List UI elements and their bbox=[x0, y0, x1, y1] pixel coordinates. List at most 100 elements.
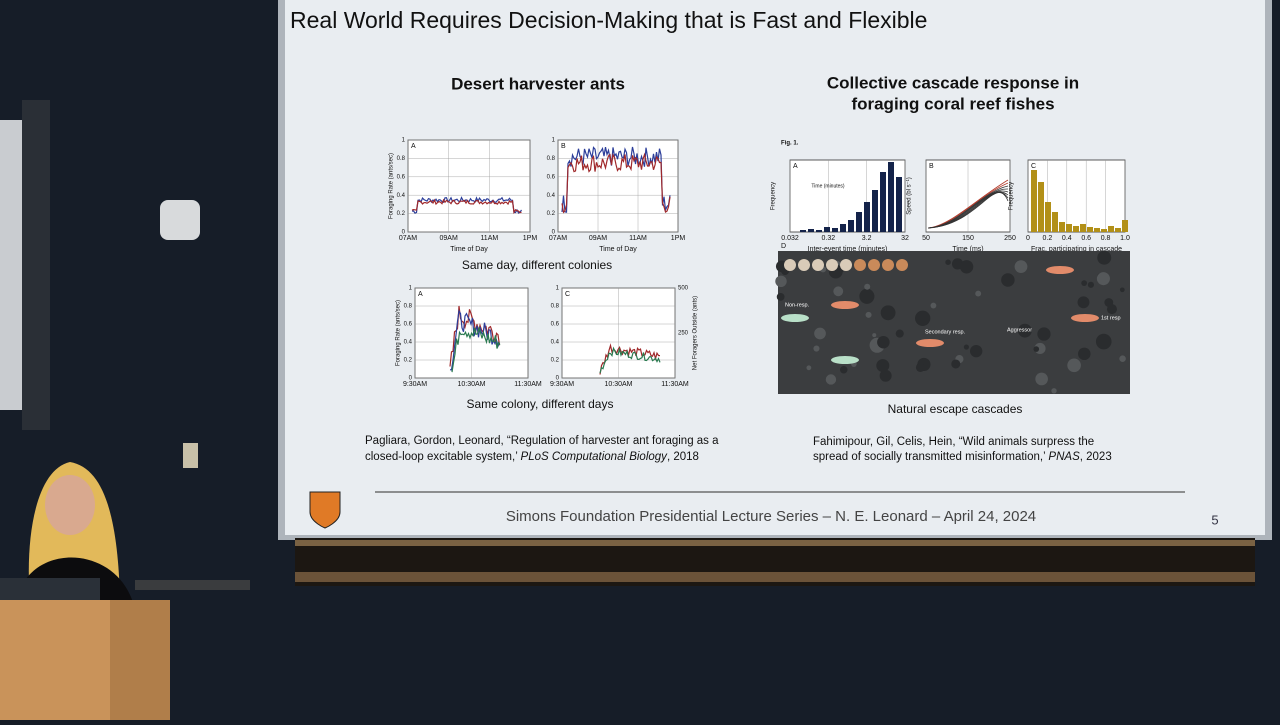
y-tick-label: 0 bbox=[409, 376, 413, 382]
y-tick-label: 0 bbox=[402, 230, 406, 236]
trace bbox=[927, 192, 1009, 229]
histogram-bar bbox=[864, 202, 870, 232]
texture bbox=[859, 288, 875, 304]
fish bbox=[916, 339, 944, 347]
texture bbox=[865, 311, 872, 318]
histogram-bar bbox=[872, 190, 878, 232]
histogram-bar bbox=[824, 227, 830, 232]
texture bbox=[1037, 327, 1051, 341]
histogram-bar bbox=[1038, 182, 1044, 232]
texture bbox=[877, 335, 890, 349]
texture bbox=[1104, 298, 1114, 307]
x-tick-label: 0.8 bbox=[1101, 235, 1111, 242]
y-tick-label: 0.2 bbox=[404, 358, 413, 364]
x-tick-label: 9:30AM bbox=[403, 381, 427, 388]
panel-label: A bbox=[418, 291, 423, 298]
y-tick-label: 0 bbox=[556, 376, 560, 382]
histogram-bar bbox=[896, 177, 902, 232]
y-tick-label: 0.4 bbox=[404, 340, 413, 346]
y-tick-label: 0.6 bbox=[397, 174, 406, 180]
texture bbox=[1014, 260, 1028, 274]
x-axis-label: Inter-event time (minutes) bbox=[808, 246, 888, 253]
y-tick-label: 0.8 bbox=[547, 156, 556, 162]
frame-thumb bbox=[868, 259, 880, 271]
histogram-bar bbox=[888, 162, 894, 232]
trace bbox=[599, 343, 661, 375]
frame-thumb bbox=[882, 259, 894, 271]
podium-side bbox=[110, 600, 170, 720]
texture bbox=[814, 327, 826, 340]
fish bbox=[831, 356, 859, 364]
side-screen bbox=[0, 120, 22, 410]
trim bbox=[295, 572, 1255, 582]
histogram-bar bbox=[1101, 229, 1107, 232]
x-tick-label: 09AM bbox=[440, 235, 458, 242]
histogram-bar bbox=[808, 229, 814, 232]
x-tick-label: 0.032 bbox=[781, 235, 799, 242]
panel-label: C bbox=[1031, 163, 1036, 170]
texture bbox=[915, 362, 925, 372]
texture bbox=[959, 260, 974, 274]
y-axis-label: Foraging Rate (ants/sec) bbox=[389, 153, 395, 219]
x-tick-label: 07AM bbox=[549, 235, 567, 242]
histogram-bar bbox=[1122, 220, 1128, 232]
texture bbox=[1096, 272, 1110, 286]
plot-frame bbox=[789, 159, 906, 233]
y-tick-label: 0.4 bbox=[397, 193, 406, 199]
x-tick-label: 10:30AM bbox=[457, 381, 485, 388]
inset-label: Time (minutes) bbox=[811, 183, 844, 189]
texture bbox=[776, 293, 785, 301]
texture bbox=[895, 329, 904, 338]
texture bbox=[1018, 323, 1032, 338]
footer: Simons Foundation Presidential Lecture S… bbox=[506, 508, 1036, 525]
x-tick-label: 32 bbox=[901, 235, 909, 242]
y-tick-label: 0.4 bbox=[547, 193, 556, 199]
photo-tag: 1st resp bbox=[1101, 315, 1121, 321]
section-heading: foraging coral reef fishes bbox=[851, 94, 1054, 113]
y-axis-label: Frequency bbox=[771, 182, 777, 210]
x-tick-label: 250 bbox=[1004, 235, 1016, 242]
y-tick-label: 0.6 bbox=[404, 322, 413, 328]
texture bbox=[915, 310, 931, 326]
x-axis-label: Time (ms) bbox=[952, 246, 983, 253]
texture bbox=[876, 359, 890, 373]
frame-thumb bbox=[840, 259, 852, 271]
texture bbox=[880, 305, 896, 321]
plot-frame bbox=[407, 139, 531, 233]
panel-label: B bbox=[561, 143, 566, 150]
plot-frame bbox=[1027, 159, 1126, 233]
camera bbox=[160, 200, 200, 240]
x-tick-label: 50 bbox=[922, 235, 930, 242]
frame-thumb bbox=[826, 259, 838, 271]
texture bbox=[839, 365, 848, 374]
y-tick-label: 1 bbox=[409, 286, 413, 292]
x-tick-label: 11:30AM bbox=[661, 381, 689, 388]
texture bbox=[1095, 333, 1112, 350]
citation: closed-loop excitable system,’ PLoS Comp… bbox=[365, 451, 699, 463]
y2-tick-label: 500 bbox=[678, 286, 689, 292]
frame-thumb bbox=[896, 259, 908, 271]
histogram-bar bbox=[816, 230, 822, 232]
y-tick-label: 0.8 bbox=[551, 304, 560, 310]
histogram-bar bbox=[1031, 170, 1037, 232]
x-axis-label: Time of Day bbox=[599, 246, 637, 253]
texture bbox=[1078, 347, 1091, 361]
histogram-bar bbox=[1108, 226, 1114, 232]
histogram-bar bbox=[1087, 227, 1093, 232]
presenter-face bbox=[45, 475, 95, 535]
ledge bbox=[135, 580, 250, 590]
histogram-bar bbox=[800, 230, 806, 232]
frame-thumb bbox=[854, 259, 866, 271]
x-tick-label: 11:30AM bbox=[514, 381, 542, 388]
y-axis-label: Frequency bbox=[1009, 182, 1015, 210]
caption: Same colony, different days bbox=[467, 397, 614, 411]
x-tick-label: 0 bbox=[1026, 235, 1030, 242]
texture bbox=[864, 283, 871, 290]
crest bbox=[309, 491, 341, 529]
y-tick-label: 0.2 bbox=[551, 358, 560, 364]
y-tick-label: 0.6 bbox=[547, 174, 556, 180]
trace bbox=[451, 326, 501, 373]
texture bbox=[930, 302, 937, 309]
x-tick-label: 11AM bbox=[629, 235, 647, 242]
